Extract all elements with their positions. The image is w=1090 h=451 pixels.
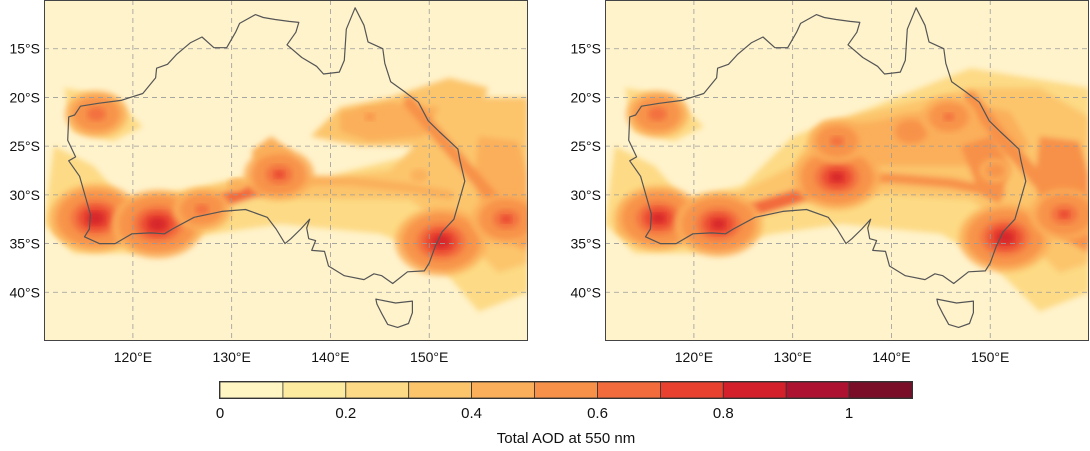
right-map-frame [605,0,1089,341]
colorbar-swatch-7 [660,381,724,399]
left-plume-3 [172,187,232,232]
colorbar-label: Total AOD at 550 nm [497,430,635,447]
colorbar-tick-label: 0.8 [713,405,734,422]
right-plume-4 [807,119,867,163]
colorbar-swatch-3 [408,381,473,399]
left-y-tick-label: 35°S [9,236,40,252]
right-plume-7 [958,203,1052,272]
left-y-tick-label: 15°S [9,41,40,57]
colorbar-tick-label: 0 [216,405,224,422]
right-plume-3 [793,144,882,210]
colorbar-swatch-2 [345,381,410,399]
right-australia-coastline [628,7,1027,285]
left-y-tick-label: 30°S [9,187,40,203]
right-plume-layer [614,90,1089,272]
colorbar-swatches [219,381,913,399]
colorbar-tick-label: 0.6 [587,405,608,422]
colorbar-tick-label: 1 [845,405,853,422]
map-panel-left: 120°E 130°E 140°E 150°E 15°S 20°S 25°S 30°S 35°… [9,0,528,365]
left-plume-9 [410,168,429,183]
left-x-axis-ticks: 120°E 130°E 140°E 150°E [114,349,449,365]
right-plume-9 [978,158,1012,183]
colorbar-swatch-4 [471,381,535,399]
right-x-axis-ticks: 120°E 130°E 140°E 150°E [675,349,1010,365]
left-plume-layer [49,90,528,276]
right-tasmania-coastline [936,298,974,328]
left-plume-6 [357,107,383,127]
left-plume-5 [227,178,246,192]
right-y-tick-label: 15°S [570,41,601,57]
left-x-tick-label: 130°E [213,349,251,365]
left-map-frame [44,0,528,341]
colorbar-swatch-8 [722,381,787,399]
left-tasmania-coastline [375,298,413,328]
left-x-tick-label: 150°E [410,349,448,365]
left-x-tick-label: 120°E [114,349,152,365]
left-y-tick-label: 25°S [9,138,40,154]
right-x-tick-label: 140°E [872,349,910,365]
left-x-tick-label: 140°E [311,349,349,365]
colorbar-tick-label: 0.2 [335,405,356,422]
left-y-axis-ticks: 15°S 20°S 25°S 30°S 35°S 40°S [9,41,40,301]
left-y-tick-label: 40°S [9,284,40,300]
left-australia-coastline [67,7,466,285]
right-y-tick-label: 20°S [570,89,601,105]
right-plume-2 [674,191,763,257]
left-plume-7 [394,207,488,276]
colorbar-swatch-9 [785,381,850,399]
colorbar-swatch-1 [282,381,347,399]
colorbar-swatch-6 [597,381,661,399]
colorbar-tick-labels: 0 0.2 0.4 0.6 0.8 1 [216,405,853,422]
right-x-tick-label: 120°E [675,349,713,365]
colorbar-tick-label: 0.4 [461,405,482,422]
right-plume-8 [1029,188,1089,241]
colorbar-swatch-10 [848,381,913,399]
right-y-axis-ticks: 15°S 20°S 25°S 30°S 35°S 40°S [570,41,601,301]
right-x-tick-label: 130°E [774,349,812,365]
left-plume-4 [244,148,315,201]
left-y-tick-label: 20°S [9,89,40,105]
colorbar-frame [219,381,913,399]
right-plume-6 [921,96,977,138]
right-gridlines [605,0,1089,341]
colorbar-swatch-0 [219,381,284,399]
colorbar: 0 0.2 0.4 0.6 0.8 1 Total AOD at 550 nm [216,381,913,447]
map-panel-right: 120°E 130°E 140°E 150°E 15°S 20°S 25°S 30°S 35°… [570,0,1089,365]
colorbar-swatch-5 [534,381,598,399]
right-y-tick-label: 35°S [570,236,601,252]
right-y-tick-label: 40°S [570,284,601,300]
left-gridlines [44,0,528,341]
right-y-tick-label: 25°S [570,138,601,154]
right-y-tick-label: 30°S [570,187,601,203]
right-x-tick-label: 150°E [971,349,1009,365]
left-plume-8 [471,193,528,246]
